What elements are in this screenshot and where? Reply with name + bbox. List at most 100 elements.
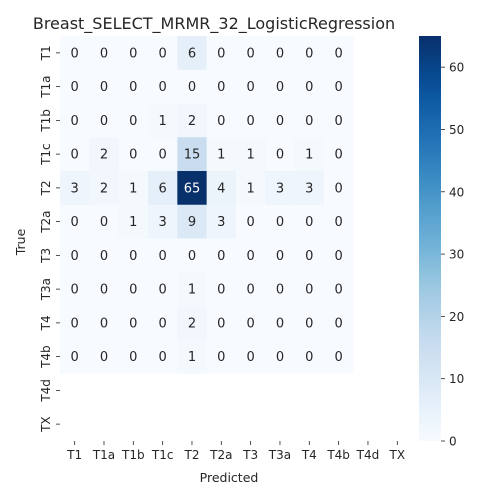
cell-value-label: 0 bbox=[71, 114, 79, 129]
cell-value-label: 0 bbox=[188, 80, 196, 95]
heatmap-cell bbox=[147, 204, 178, 239]
heatmap-cell bbox=[235, 238, 266, 273]
heatmap-cell bbox=[60, 137, 90, 172]
x-tick-label: T1b bbox=[121, 448, 145, 462]
heatmap-cell bbox=[177, 171, 208, 206]
cell-value-label: 0 bbox=[305, 114, 313, 129]
cell-value-label: 0 bbox=[159, 148, 167, 163]
heatmap-cell bbox=[60, 339, 90, 374]
heatmap-cell bbox=[89, 272, 120, 307]
heatmap-cell bbox=[235, 272, 266, 307]
cell-value-label: 0 bbox=[71, 148, 79, 163]
heatmap-cell bbox=[265, 103, 296, 138]
cell-value-label: 0 bbox=[334, 114, 342, 129]
colorbar-tick-label: 60 bbox=[449, 61, 464, 75]
cell-value-label: 3 bbox=[276, 181, 284, 196]
heatmap-cell bbox=[206, 238, 237, 273]
cell-value-label: 1 bbox=[159, 114, 167, 129]
cell-value-label: 0 bbox=[159, 249, 167, 264]
heatmap-cell bbox=[235, 204, 266, 239]
heatmap-cell bbox=[177, 36, 208, 71]
y-axis-ticks: T1 T1a T1b T1c T2 T2a T3 T3a T4 T4b T4d TX bbox=[39, 45, 60, 433]
cell-value-label: 0 bbox=[71, 350, 79, 365]
cell-value-label: 0 bbox=[334, 283, 342, 298]
heatmap-cell bbox=[60, 204, 90, 239]
cell-value-label: 0 bbox=[305, 80, 313, 95]
heatmap-cell bbox=[147, 171, 178, 206]
heatmap-cell bbox=[177, 272, 208, 307]
cell-value-label: 0 bbox=[100, 283, 108, 298]
heatmap-cell bbox=[235, 306, 266, 341]
cell-value-label: 0 bbox=[100, 215, 108, 230]
cell-value-label: 0 bbox=[217, 80, 225, 95]
cell-value-label: 3 bbox=[305, 181, 313, 196]
cell-value-label: 0 bbox=[276, 283, 284, 298]
x-tick-label: T1 bbox=[66, 448, 82, 462]
heatmap-cell bbox=[60, 306, 90, 341]
cell-value-label: 0 bbox=[100, 350, 108, 365]
x-tick-label: T2a bbox=[209, 448, 232, 462]
cell-value-label: 0 bbox=[276, 114, 284, 129]
cell-value-label: 6 bbox=[188, 46, 196, 61]
colorbar bbox=[419, 36, 441, 441]
x-tick-label: T4d bbox=[356, 448, 380, 462]
cell-value-label: 0 bbox=[129, 350, 137, 365]
cell-value-label: 0 bbox=[188, 249, 196, 264]
cell-value-label: 0 bbox=[334, 148, 342, 163]
cell-value-label: 1 bbox=[129, 215, 137, 230]
cell-value-label: 0 bbox=[305, 350, 313, 365]
cell-value-label: 0 bbox=[217, 46, 225, 61]
heatmap-cell bbox=[265, 171, 296, 206]
cell-value-label: 0 bbox=[71, 215, 79, 230]
cell-value-label: 0 bbox=[247, 316, 255, 331]
heatmap-cell bbox=[294, 36, 325, 71]
cell-value-label: 0 bbox=[159, 350, 167, 365]
heatmap-cell bbox=[294, 69, 325, 104]
cell-value-label: 0 bbox=[159, 283, 167, 298]
cell-value-label: 0 bbox=[129, 46, 137, 61]
cell-value-label: 0 bbox=[334, 316, 342, 331]
y-tick-label: T1b bbox=[39, 109, 53, 133]
cell-value-label: 0 bbox=[276, 350, 284, 365]
cell-value-label: 1 bbox=[247, 148, 255, 163]
heatmap-cell bbox=[60, 36, 90, 71]
cell-value-label: 0 bbox=[217, 114, 225, 129]
cell-value-label: 0 bbox=[129, 80, 137, 95]
cell-value-label: 0 bbox=[159, 316, 167, 331]
cell-value-label: 0 bbox=[100, 249, 108, 264]
cell-value-label: 0 bbox=[71, 283, 79, 298]
cell-value-label: 0 bbox=[159, 80, 167, 95]
heatmap-cell bbox=[323, 339, 354, 374]
cell-value-label: 0 bbox=[276, 249, 284, 264]
x-tick-label: T4 bbox=[301, 448, 317, 462]
cell-value-label: 65 bbox=[184, 181, 201, 196]
heatmap-cell bbox=[89, 103, 120, 138]
cell-value-label: 0 bbox=[71, 80, 79, 95]
heatmap-cell bbox=[323, 103, 354, 138]
heatmap-cell bbox=[294, 272, 325, 307]
heatmap-cell bbox=[147, 306, 178, 341]
heatmap-cell bbox=[206, 69, 237, 104]
heatmap-cell bbox=[294, 238, 325, 273]
heatmap-cell bbox=[323, 204, 354, 239]
cell-value-label: 0 bbox=[247, 114, 255, 129]
heatmap-cell bbox=[118, 204, 149, 239]
cell-value-label: 1 bbox=[129, 181, 137, 196]
y-tick-label: T1a bbox=[39, 75, 53, 98]
heatmap-cell bbox=[118, 238, 149, 273]
heatmap-cell bbox=[177, 137, 208, 172]
cell-value-label: 0 bbox=[129, 114, 137, 129]
cell-value-label: 0 bbox=[217, 283, 225, 298]
heatmap-cell bbox=[323, 238, 354, 273]
heatmap-cell bbox=[177, 339, 208, 374]
heatmap-cell bbox=[265, 339, 296, 374]
heatmap-cell bbox=[294, 103, 325, 138]
y-tick-label: T1c bbox=[39, 143, 53, 166]
cell-value-label: 0 bbox=[305, 283, 313, 298]
cell-value-label: 2 bbox=[188, 114, 196, 129]
x-tick-label: T3 bbox=[242, 448, 258, 462]
x-tick-label: T1c bbox=[151, 448, 174, 462]
cell-value-label: 2 bbox=[100, 148, 108, 163]
heatmap-cell bbox=[265, 69, 296, 104]
